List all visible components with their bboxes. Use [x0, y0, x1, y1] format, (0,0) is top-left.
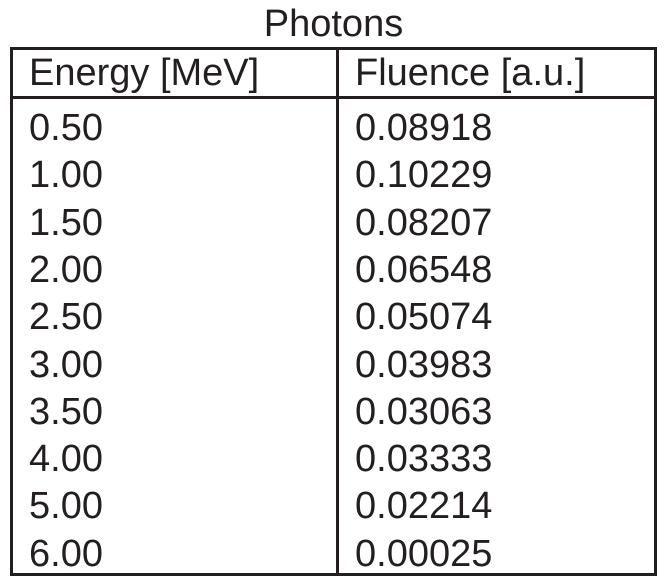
fluence-cell: 0.10229 [355, 154, 493, 197]
table-title: Photons [263, 3, 404, 45]
fluence-cell: 0.00025 [355, 532, 493, 575]
fluence-cell: 0.02214 [355, 485, 493, 528]
fluence-cell: 0.08918 [355, 107, 493, 149]
table-row: 6.00 0.00025 [13, 531, 654, 578]
fluence-cell: 0.08207 [355, 201, 493, 244]
energy-cell: 5.00 [29, 485, 103, 528]
table-row: 0.50 0.08918 [13, 105, 654, 152]
fluence-cell: 0.06548 [355, 248, 493, 291]
energy-cell: 3.50 [29, 390, 103, 433]
energy-cell: 2.50 [29, 296, 103, 339]
table-row: 4.00 0.03333 [13, 436, 654, 483]
table-row: 1.50 0.08207 [13, 200, 654, 247]
table-row: 1.00 0.10229 [13, 152, 654, 199]
fluence-cell: 0.03333 [355, 438, 493, 481]
table-row: 2.00 0.06548 [13, 247, 654, 294]
energy-cell: 6.00 [29, 532, 103, 575]
energy-cell: 4.00 [29, 438, 103, 481]
header-energy: Energy [MeV] [29, 52, 260, 94]
table-row: 2.50 0.05074 [13, 294, 654, 341]
energy-cell: 3.00 [29, 343, 103, 386]
fluence-cell: 0.03983 [355, 343, 493, 386]
fluence-cell: 0.05074 [355, 296, 493, 339]
table-row: 5.00 0.02214 [13, 483, 654, 530]
fluence-cell: 0.03063 [355, 390, 493, 433]
energy-cell: 1.00 [29, 154, 103, 197]
energy-cell: 2.00 [29, 248, 103, 291]
column-divider [336, 50, 339, 573]
header-fluence: Fluence [a.u.] [355, 52, 586, 94]
table-row: 3.50 0.03063 [13, 389, 654, 436]
data-table: Energy [MeV] Fluence [a.u.] 0.50 0.08918 1… [10, 47, 657, 576]
energy-cell: 1.50 [29, 201, 103, 244]
header-row: Energy [MeV] Fluence [a.u.] [13, 50, 654, 99]
table-row: 3.00 0.03983 [13, 342, 654, 389]
energy-cell: 0.50 [29, 107, 103, 149]
